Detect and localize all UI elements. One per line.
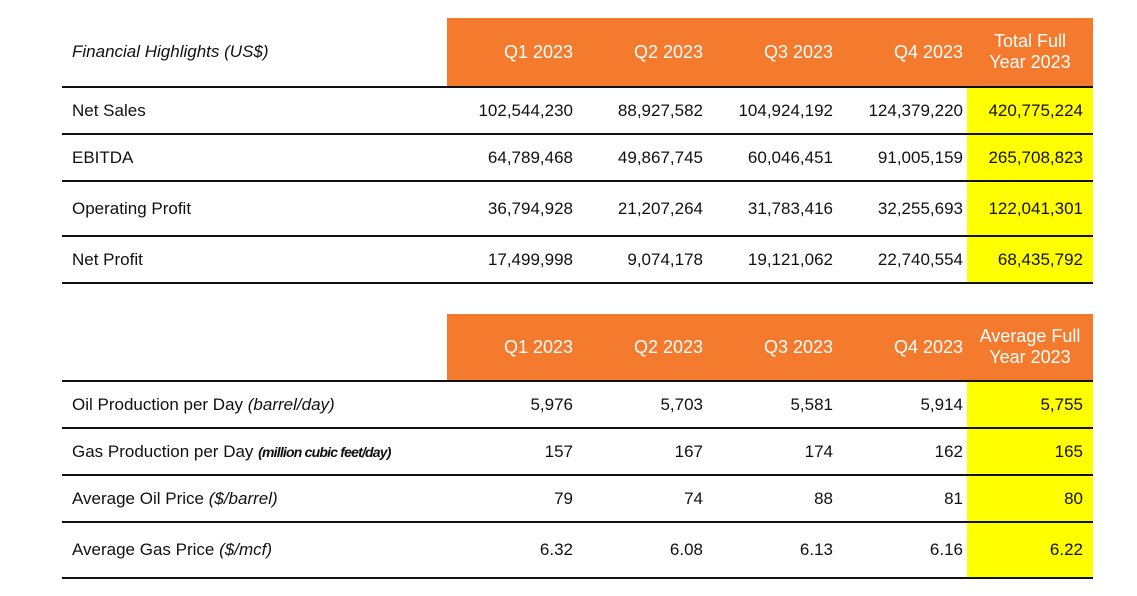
cell-q4: 32,255,693 (837, 181, 967, 237)
cell-average: 80 (967, 475, 1093, 523)
cell-q4: 124,379,220 (837, 87, 967, 135)
cell-total: 68,435,792 (967, 236, 1093, 284)
row-label-text: Gas Production per Day (72, 441, 254, 461)
total-header-line1: Total Full (993, 31, 1067, 51)
row-label: Gas Production per Day (million cubic fe… (62, 428, 447, 476)
cell-q2: 21,207,264 (577, 181, 707, 237)
cell-q4: 81 (837, 475, 967, 523)
cell-q2: 167 (577, 428, 707, 476)
cell-q1: 79 (447, 475, 577, 523)
cell-average: 165 (967, 428, 1093, 476)
cell-total: 420,775,224 (967, 87, 1093, 135)
row-label: Average Gas Price ($/mcf) (62, 522, 447, 579)
cell-q1: 17,499,998 (447, 236, 577, 284)
column-header-q1: Q1 2023 (447, 314, 577, 382)
cell-total: 122,041,301 (967, 181, 1093, 237)
cell-q4: 6.16 (837, 522, 967, 579)
cell-q1: 157 (447, 428, 577, 476)
column-header-total: Total Full Year 2023 (967, 18, 1093, 88)
row-label-text: Average Oil Price (72, 488, 204, 508)
header-blank-cell (62, 314, 447, 382)
cell-q3: 88 (707, 475, 837, 523)
table-row: Average Gas Price ($/mcf) 6.32 6.08 6.13… (62, 522, 1093, 579)
table-row: Operating Profit 36,794,928 21,207,264 3… (62, 181, 1093, 237)
row-label-text: Oil Production per Day (72, 394, 244, 414)
table-title: Financial Highlights (US$) (62, 18, 447, 88)
cell-q2: 5,703 (577, 381, 707, 429)
cell-q3: 19,121,062 (707, 236, 837, 284)
cell-q2: 6.08 (577, 522, 707, 579)
cell-q4: 5,914 (837, 381, 967, 429)
cell-q3: 174 (707, 428, 837, 476)
average-header-line1: Average Full (979, 326, 1081, 346)
cell-q1: 6.32 (447, 522, 577, 579)
cell-q2: 49,867,745 (577, 134, 707, 182)
cell-q3: 31,783,416 (707, 181, 837, 237)
cell-q3: 6.13 (707, 522, 837, 579)
cell-q4: 91,005,159 (837, 134, 967, 182)
table-row: Average Oil Price ($/barrel) 79 74 88 81… (62, 475, 1093, 523)
cell-q2: 88,927,582 (577, 87, 707, 135)
cell-q1: 64,789,468 (447, 134, 577, 182)
column-header-q2: Q2 2023 (577, 18, 707, 88)
table-row: Net Sales 102,544,230 88,927,582 104,924… (62, 87, 1093, 135)
cell-q2: 74 (577, 475, 707, 523)
table-row: Oil Production per Day (barrel/day) 5,97… (62, 381, 1093, 429)
financial-highlights-table: Financial Highlights (US$) Q1 2023 Q2 20… (62, 18, 1093, 284)
cell-q3: 60,046,451 (707, 134, 837, 182)
total-header-line2: Year 2023 (989, 52, 1071, 72)
row-label: EBITDA (62, 134, 447, 182)
cell-q1: 102,544,230 (447, 87, 577, 135)
table-row: EBITDA 64,789,468 49,867,745 60,046,451 … (62, 134, 1093, 182)
cell-q3: 104,924,192 (707, 87, 837, 135)
row-label: Net Profit (62, 236, 447, 284)
column-header-q4: Q4 2023 (837, 18, 967, 88)
cell-q4: 22,740,554 (837, 236, 967, 284)
cell-q3: 5,581 (707, 381, 837, 429)
cell-average: 6.22 (967, 522, 1093, 579)
cell-total: 265,708,823 (967, 134, 1093, 182)
column-header-q1: Q1 2023 (447, 18, 577, 88)
operations-table: Q1 2023 Q2 2023 Q3 2023 Q4 2023 Average … (62, 314, 1093, 579)
header-row: Q1 2023 Q2 2023 Q3 2023 Q4 2023 Average … (62, 314, 1093, 382)
row-label: Net Sales (62, 87, 447, 135)
table-row: Gas Production per Day (million cubic fe… (62, 428, 1093, 476)
row-label-text: Average Gas Price (72, 540, 215, 559)
row-label: Oil Production per Day (barrel/day) (62, 381, 447, 429)
table-row: Net Profit 17,499,998 9,074,178 19,121,0… (62, 236, 1093, 284)
cell-q2: 9,074,178 (577, 236, 707, 284)
row-unit: (barrel/day) (247, 394, 335, 414)
column-header-average: Average Full Year 2023 (967, 314, 1093, 382)
column-header-q3: Q3 2023 (707, 18, 837, 88)
average-header-line2: Year 2023 (989, 347, 1071, 367)
row-unit: (million cubic feet/day) (258, 443, 391, 460)
column-header-q3: Q3 2023 (707, 314, 837, 382)
column-header-q2: Q2 2023 (577, 314, 707, 382)
header-row: Financial Highlights (US$) Q1 2023 Q2 20… (62, 18, 1093, 88)
row-unit: ($/mcf) (219, 540, 272, 559)
row-label: Operating Profit (62, 181, 447, 237)
cell-average: 5,755 (967, 381, 1093, 429)
row-label: Average Oil Price ($/barrel) (62, 475, 447, 523)
cell-q1: 36,794,928 (447, 181, 577, 237)
cell-q4: 162 (837, 428, 967, 476)
cell-q1: 5,976 (447, 381, 577, 429)
row-unit: ($/barrel) (208, 488, 278, 508)
column-header-q4: Q4 2023 (837, 314, 967, 382)
